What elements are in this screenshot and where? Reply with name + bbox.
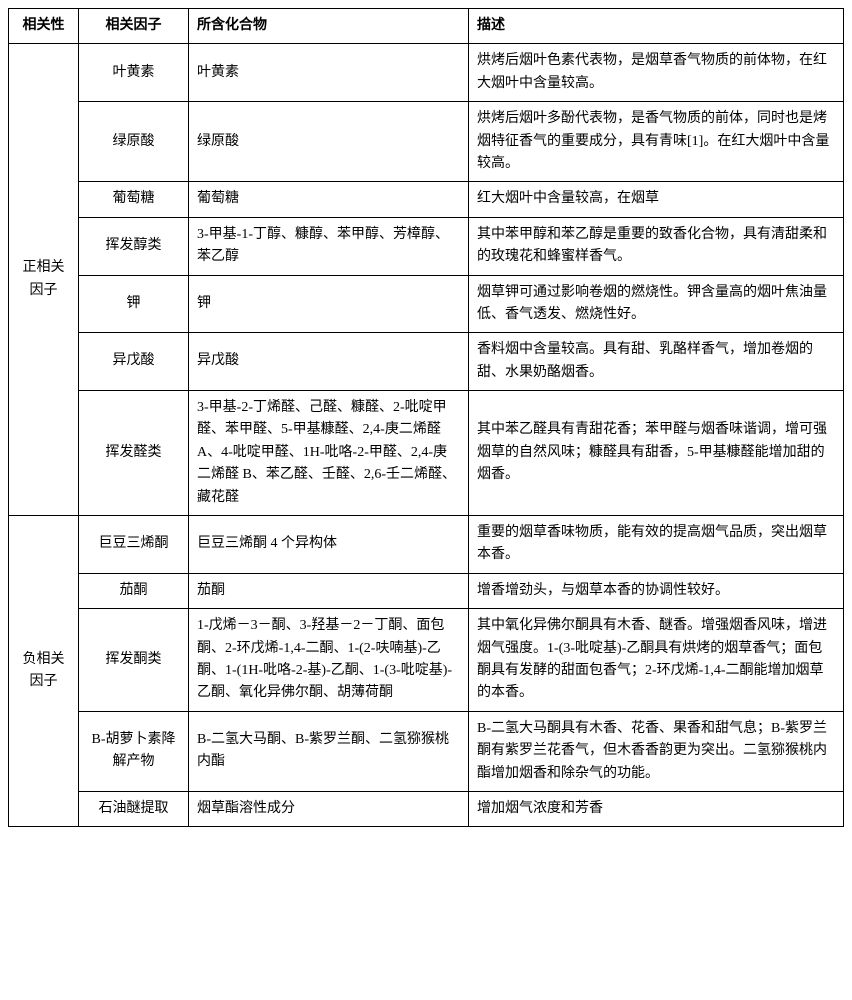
compound-cell: 巨豆三烯酮 4 个异构体 <box>189 516 469 574</box>
correlation-cell: 正相关因子 <box>9 44 79 516</box>
factor-cell: 挥发醛类 <box>79 391 189 516</box>
compound-cell: 烟草酯溶性成分 <box>189 791 469 826</box>
compound-cell: 叶黄素 <box>189 44 469 102</box>
table-row: 异戊酸异戊酸香料烟中含量较高。具有甜、乳酪样香气，增加卷烟的甜、水果奶酪烟香。 <box>9 333 844 391</box>
description-cell: 烘烤后烟叶色素代表物，是烟草香气物质的前体物，在红大烟叶中含量较高。 <box>469 44 844 102</box>
correlation-cell: 负相关因子 <box>9 516 79 827</box>
compound-cell: 3-甲基-2-丁烯醛、己醛、糠醛、2-吡啶甲醛、苯甲醛、5-甲基糠醛、2,4-庚… <box>189 391 469 516</box>
description-cell: 其中苯甲醇和苯乙醇是重要的致香化合物，具有清甜柔和的玫瑰花和蜂蜜样香气。 <box>469 217 844 275</box>
description-cell: B-二氢大马酮具有木香、花香、果香和甜气息；B-紫罗兰酮有紫罗兰花香气，但木香香… <box>469 711 844 791</box>
description-cell: 重要的烟草香味物质，能有效的提高烟气品质，突出烟草本香。 <box>469 516 844 574</box>
factor-cell: 钾 <box>79 275 189 333</box>
compound-table: 相关性 相关因子 所含化合物 描述 正相关因子叶黄素叶黄素烘烤后烟叶色素代表物，… <box>8 8 844 827</box>
factor-cell: 绿原酸 <box>79 102 189 182</box>
compound-cell: 异戊酸 <box>189 333 469 391</box>
factor-cell: 叶黄素 <box>79 44 189 102</box>
factor-cell: 茄酮 <box>79 573 189 608</box>
table-row: 负相关因子巨豆三烯酮巨豆三烯酮 4 个异构体重要的烟草香味物质，能有效的提高烟气… <box>9 516 844 574</box>
description-cell: 其中苯乙醛具有青甜花香；苯甲醛与烟香味谐调，增可强烟草的自然风味；糠醛具有甜香，… <box>469 391 844 516</box>
description-cell: 香料烟中含量较高。具有甜、乳酪样香气，增加卷烟的甜、水果奶酪烟香。 <box>469 333 844 391</box>
compound-cell: 茄酮 <box>189 573 469 608</box>
factor-cell: 异戊酸 <box>79 333 189 391</box>
table-header-row: 相关性 相关因子 所含化合物 描述 <box>9 9 844 44</box>
table-row: 茄酮茄酮增香增劲头，与烟草本香的协调性较好。 <box>9 573 844 608</box>
factor-cell: 石油醚提取 <box>79 791 189 826</box>
compound-cell: 1-戊烯－3－酮、3-羟基－2－丁酮、面包酮、2-环戊烯-1,4-二酮、1-(2… <box>189 609 469 712</box>
description-cell: 其中氧化异佛尔酮具有木香、醚香。增强烟香风味，增进烟气强度。1-(3-吡啶基)-… <box>469 609 844 712</box>
compound-cell: 葡萄糖 <box>189 182 469 217</box>
table-row: 石油醚提取烟草酯溶性成分增加烟气浓度和芳香 <box>9 791 844 826</box>
table-row: 挥发醇类3-甲基-1-丁醇、糠醇、苯甲醇、芳樟醇、苯乙醇其中苯甲醇和苯乙醇是重要… <box>9 217 844 275</box>
header-compound: 所含化合物 <box>189 9 469 44</box>
factor-cell: 挥发醇类 <box>79 217 189 275</box>
header-factor: 相关因子 <box>79 9 189 44</box>
table-row: 绿原酸绿原酸烘烤后烟叶多酚代表物，是香气物质的前体，同时也是烤烟特征香气的重要成… <box>9 102 844 182</box>
header-description: 描述 <box>469 9 844 44</box>
header-correlation: 相关性 <box>9 9 79 44</box>
table-row: 钾钾烟草钾可通过影响卷烟的燃烧性。钾含量高的烟叶焦油量低、香气透发、燃烧性好。 <box>9 275 844 333</box>
table-row: 挥发醛类3-甲基-2-丁烯醛、己醛、糠醛、2-吡啶甲醛、苯甲醛、5-甲基糠醛、2… <box>9 391 844 516</box>
description-cell: 增香增劲头，与烟草本香的协调性较好。 <box>469 573 844 608</box>
description-cell: 增加烟气浓度和芳香 <box>469 791 844 826</box>
factor-cell: 挥发酮类 <box>79 609 189 712</box>
table-row: 葡萄糖葡萄糖红大烟叶中含量较高，在烟草 <box>9 182 844 217</box>
table-row: 挥发酮类1-戊烯－3－酮、3-羟基－2－丁酮、面包酮、2-环戊烯-1,4-二酮、… <box>9 609 844 712</box>
table-row: B-胡萝卜素降解产物B-二氢大马酮、B-紫罗兰酮、二氢猕猴桃内酯B-二氢大马酮具… <box>9 711 844 791</box>
table-row: 正相关因子叶黄素叶黄素烘烤后烟叶色素代表物，是烟草香气物质的前体物，在红大烟叶中… <box>9 44 844 102</box>
description-cell: 烟草钾可通过影响卷烟的燃烧性。钾含量高的烟叶焦油量低、香气透发、燃烧性好。 <box>469 275 844 333</box>
factor-cell: 葡萄糖 <box>79 182 189 217</box>
factor-cell: 巨豆三烯酮 <box>79 516 189 574</box>
description-cell: 烘烤后烟叶多酚代表物，是香气物质的前体，同时也是烤烟特征香气的重要成分，具有青味… <box>469 102 844 182</box>
compound-cell: 钾 <box>189 275 469 333</box>
compound-cell: 绿原酸 <box>189 102 469 182</box>
compound-cell: B-二氢大马酮、B-紫罗兰酮、二氢猕猴桃内酯 <box>189 711 469 791</box>
factor-cell: B-胡萝卜素降解产物 <box>79 711 189 791</box>
description-cell: 红大烟叶中含量较高，在烟草 <box>469 182 844 217</box>
compound-cell: 3-甲基-1-丁醇、糠醇、苯甲醇、芳樟醇、苯乙醇 <box>189 217 469 275</box>
